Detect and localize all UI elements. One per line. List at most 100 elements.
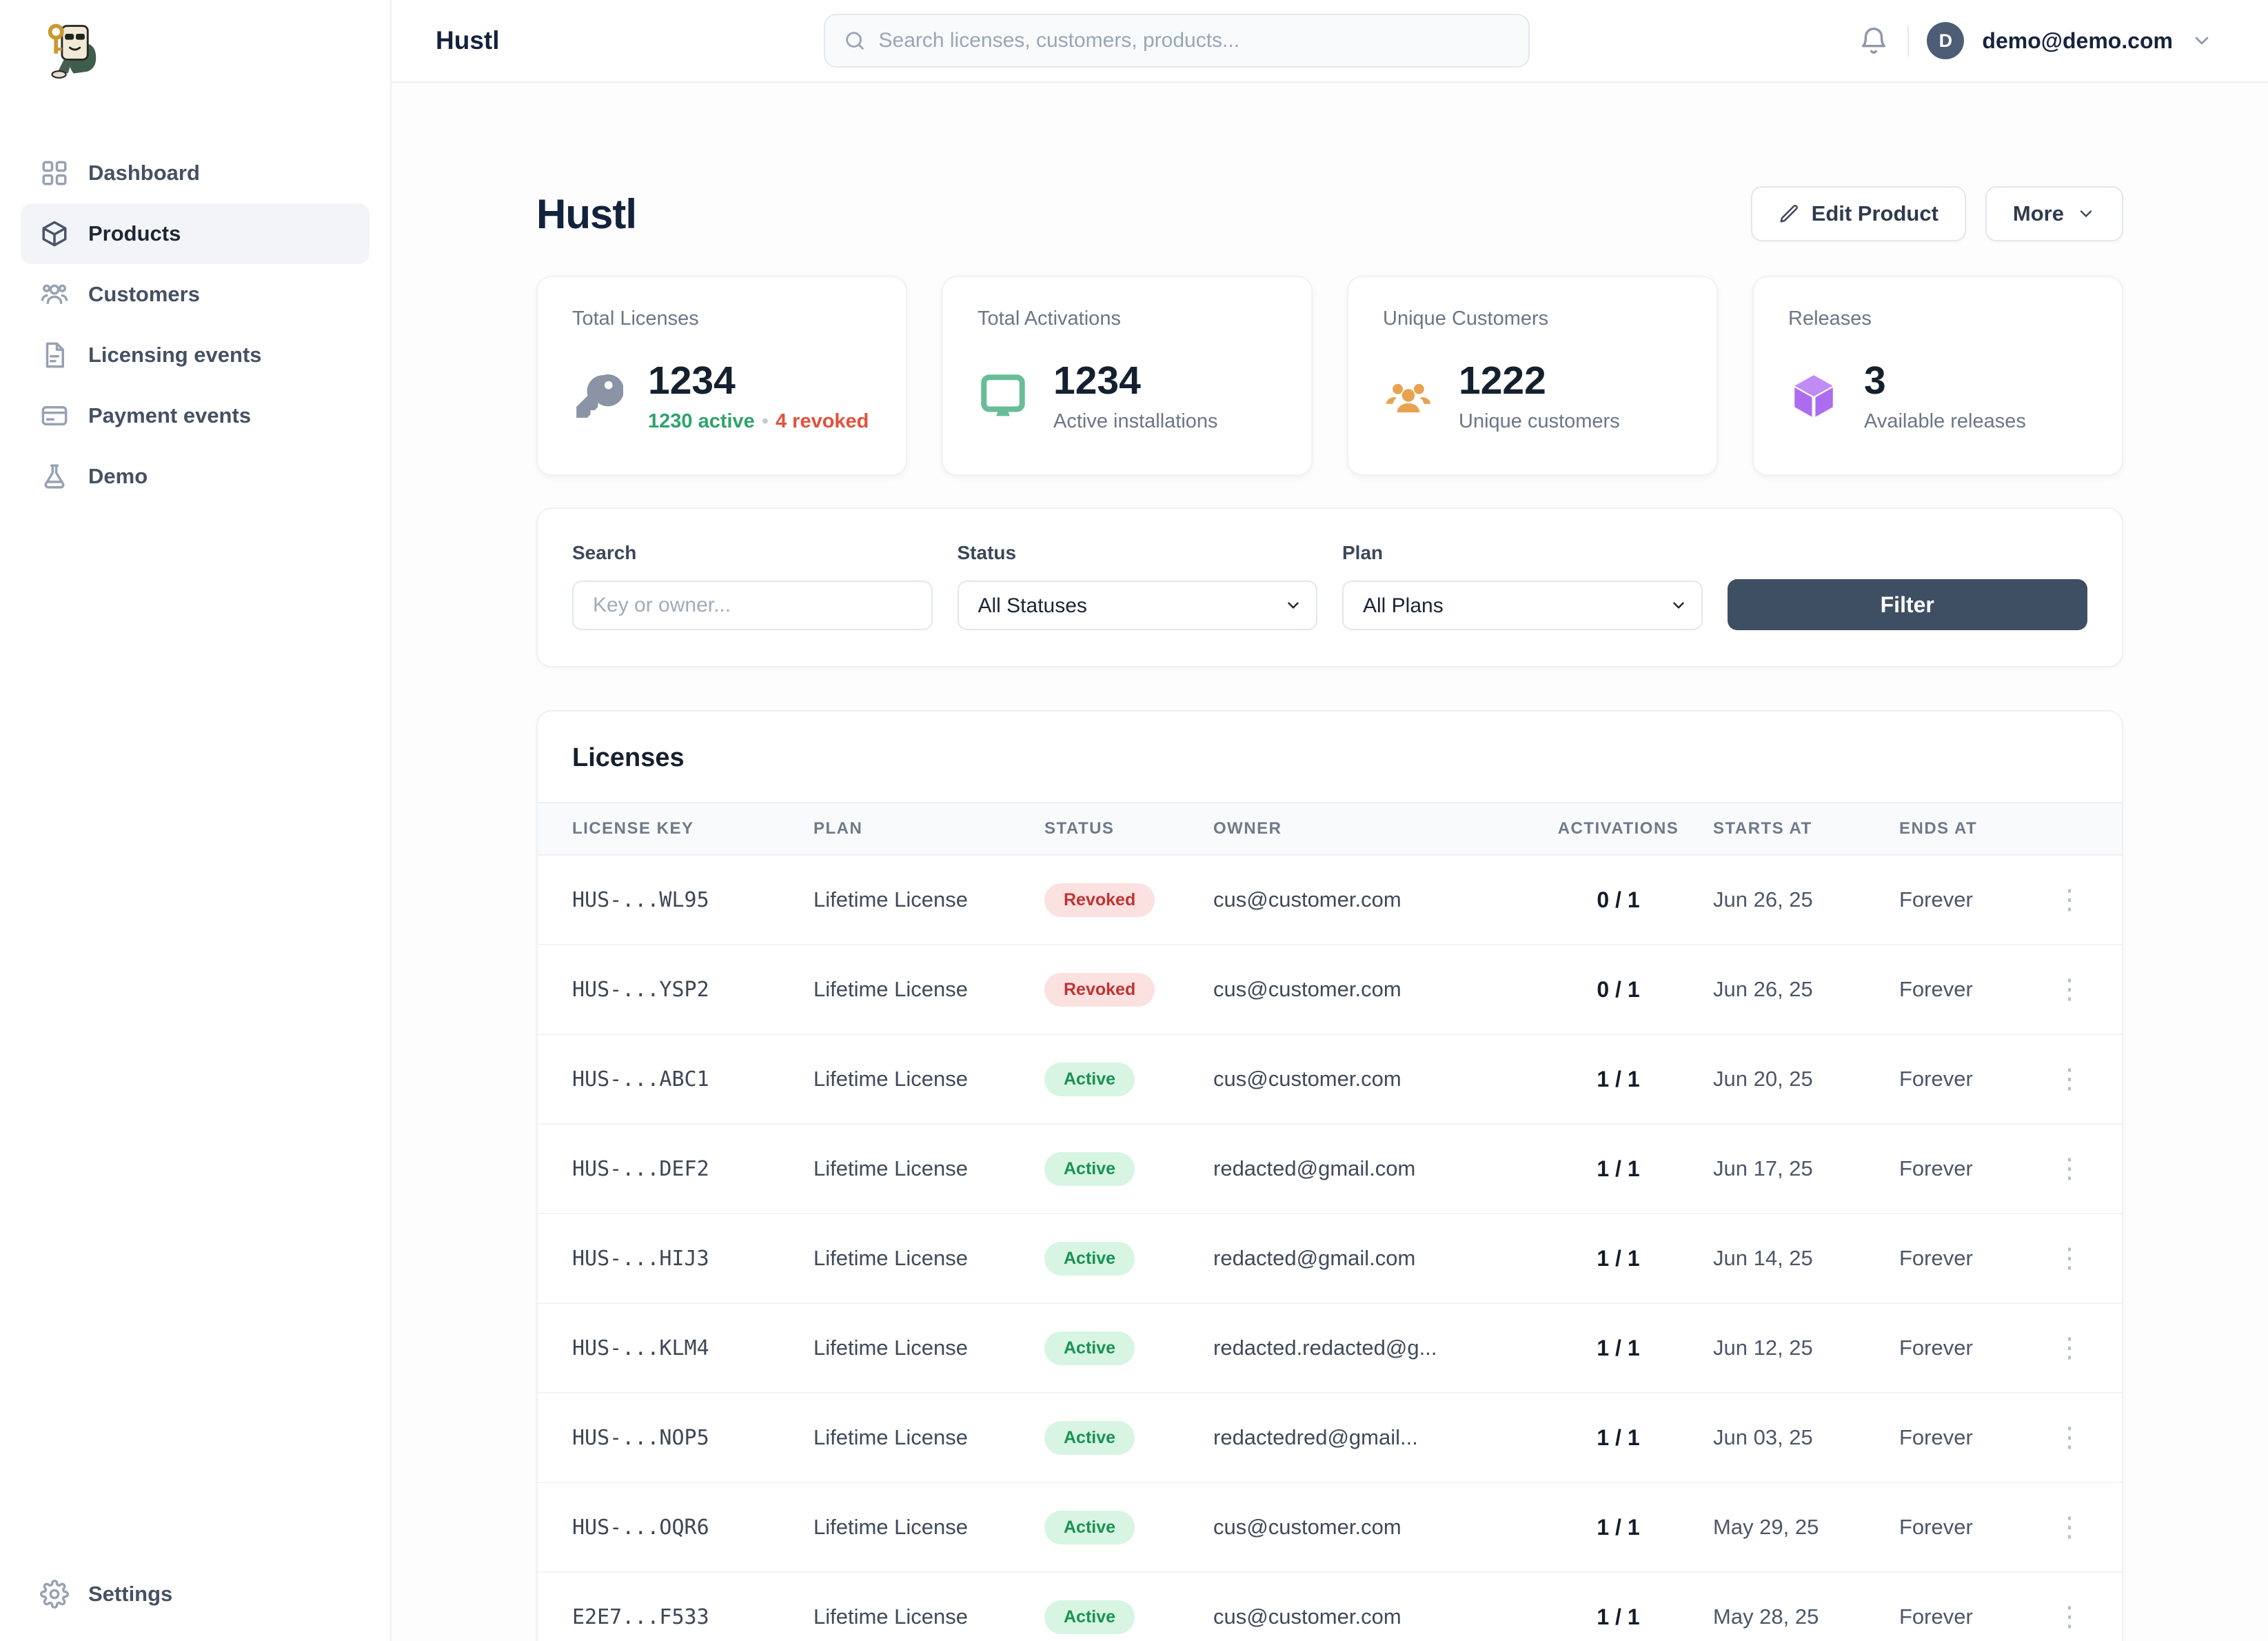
table-header: LICENSE KEY PLAN STATUS OWNER ACTIVATION… [538,802,2122,856]
pencil-icon [1780,205,1798,223]
license-owner: cus@customer.com [1213,887,1401,912]
license-starts-at: Jun 14, 25 [1713,1246,1813,1270]
active-count: 1230 active [648,410,755,432]
sidebar-item-dashboard[interactable]: Dashboard [21,143,369,203]
sidebar-item-products[interactable]: Products [21,203,369,264]
license-key: HUS-...OQR6 [572,1515,709,1540]
table-row[interactable]: E2E7...F533 Lifetime License Active cus@… [538,1573,2122,1641]
sidebar-item-settings[interactable]: Settings [21,1564,369,1624]
license-activations: 1 / 1 [1597,1604,1640,1629]
row-menu-icon[interactable]: ⋮ [2056,1512,2083,1542]
sidebar-item-demo[interactable]: Demo [21,446,369,507]
filter-status-field: Status All Statuses [957,542,1317,630]
table-row[interactable]: HUS-...WL95 Lifetime License Revoked cus… [538,856,2122,945]
plan-select[interactable]: All Plans [1342,581,1703,630]
filter-plan-field: Plan All Plans [1342,542,1703,630]
table-row[interactable]: HUS-...OQR6 Lifetime License Active cus@… [538,1483,2122,1573]
table-row[interactable]: HUS-...KLM4 Lifetime License Active reda… [538,1304,2122,1393]
row-menu-icon[interactable]: ⋮ [2056,974,2083,1005]
stat-subtitle: 1230 active • 4 revoked [648,410,869,433]
license-key: E2E7...F533 [572,1604,709,1629]
stat-subtitle: Available releases [1864,410,2026,432]
bell-icon[interactable] [1858,25,1890,57]
stat-value: 1234 [1053,359,1141,403]
license-plan: Lifetime License [813,1246,969,1270]
sidebar-footer: Settings [0,1564,390,1624]
license-plan: Lifetime License [813,1425,969,1449]
more-button[interactable]: More [1985,186,2123,241]
table-row[interactable]: HUS-...DEF2 Lifetime License Active reda… [538,1125,2122,1214]
col-starts-at: STARTS AT [1713,819,1812,838]
stat-subtitle: Active installations [1053,410,1218,432]
more-label: More [2012,201,2064,225]
row-menu-icon[interactable]: ⋮ [2056,1154,2083,1184]
filter-search-input[interactable] [572,581,933,630]
status-badge: Active [1044,1420,1135,1455]
edit-product-button[interactable]: Edit Product [1750,186,1966,241]
row-menu-icon[interactable]: ⋮ [2056,1333,2083,1363]
chevron-down-icon [2080,210,2092,217]
table-row[interactable]: HUS-...NOP5 Lifetime License Active reda… [538,1393,2122,1483]
key-icon [576,374,623,419]
gear-icon [40,1580,69,1609]
row-menu-icon[interactable]: ⋮ [2056,1243,2083,1273]
search-icon [845,32,864,50]
sidebar-item-label: Settings [88,1582,173,1606]
sidebar-item-licensing-events[interactable]: Licensing events [21,325,369,385]
avatar-initial: D [1938,30,1953,51]
avatar[interactable]: D [1927,22,1965,59]
topbar-divider [1907,25,1910,57]
row-menu-icon[interactable]: ⋮ [2056,1602,2083,1632]
license-activations: 1 / 1 [1597,1156,1640,1181]
license-plan: Lifetime License [813,977,969,1001]
global-search[interactable] [823,14,1530,68]
license-plan: Lifetime License [813,1515,969,1539]
flask-icon [44,464,65,489]
sidebar-item-payment-events[interactable]: Payment events [21,385,369,446]
row-menu-icon[interactable]: ⋮ [2056,1422,2083,1453]
license-key: HUS-...YSP2 [572,977,709,1002]
license-owner: cus@customer.com [1213,1515,1401,1539]
page-actions: Edit Product More [1750,186,2123,241]
col-activations: ACTIVATIONS [1557,819,1679,838]
status-badge: Active [1044,1062,1135,1096]
license-ends-at: Forever [1899,1515,1973,1539]
sidebar-item-label: Demo [88,464,148,488]
row-menu-icon[interactable]: ⋮ [2056,1064,2083,1094]
col-plan: PLAN [813,819,863,838]
status-select[interactable]: All Statuses [957,581,1317,630]
license-activations: 0 / 1 [1597,976,1640,1002]
license-plan: Lifetime License [813,1156,969,1180]
row-menu-icon[interactable]: ⋮ [2056,885,2083,915]
col-license-key: LICENSE KEY [572,819,694,838]
package-icon [1794,375,1833,418]
license-starts-at: Jun 26, 25 [1713,977,1813,1001]
license-key: HUS-...KLM4 [572,1336,709,1360]
table-row[interactable]: HUS-...HIJ3 Lifetime License Active reda… [538,1214,2122,1304]
license-ends-at: Forever [1899,1246,1973,1270]
table-row[interactable]: HUS-...ABC1 Lifetime License Active cus@… [538,1035,2122,1125]
license-ends-at: Forever [1899,977,1973,1001]
license-owner: redacted@gmail.com [1213,1156,1416,1180]
license-starts-at: Jun 20, 25 [1713,1067,1813,1091]
license-activations: 1 / 1 [1597,1514,1640,1540]
col-status: STATUS [1044,819,1115,838]
license-starts-at: Jun 12, 25 [1713,1336,1813,1360]
stat-label: Releases [1788,308,1872,330]
table-row[interactable]: HUS-...YSP2 Lifetime License Revoked cus… [538,945,2122,1035]
status-badge: Revoked [1044,883,1155,917]
cube-icon [42,221,67,247]
sidebar-item-label: Products [88,221,181,245]
filter-button[interactable]: Filter [1727,579,2087,630]
global-search-input[interactable] [878,29,1510,52]
app-logo[interactable] [0,0,390,85]
license-starts-at: May 29, 25 [1713,1515,1819,1539]
sidebar-item-customers[interactable]: Customers [21,264,369,325]
chevron-down-icon[interactable] [2191,30,2213,52]
stat-label: Total Activations [978,308,1121,330]
monitor-icon [981,374,1025,416]
sidebar-nav: Dashboard Products Customers [0,143,390,507]
page-title: Hustl [536,190,637,237]
col-owner: OWNER [1213,819,1282,838]
edit-product-label: Edit Product [1811,201,1938,225]
